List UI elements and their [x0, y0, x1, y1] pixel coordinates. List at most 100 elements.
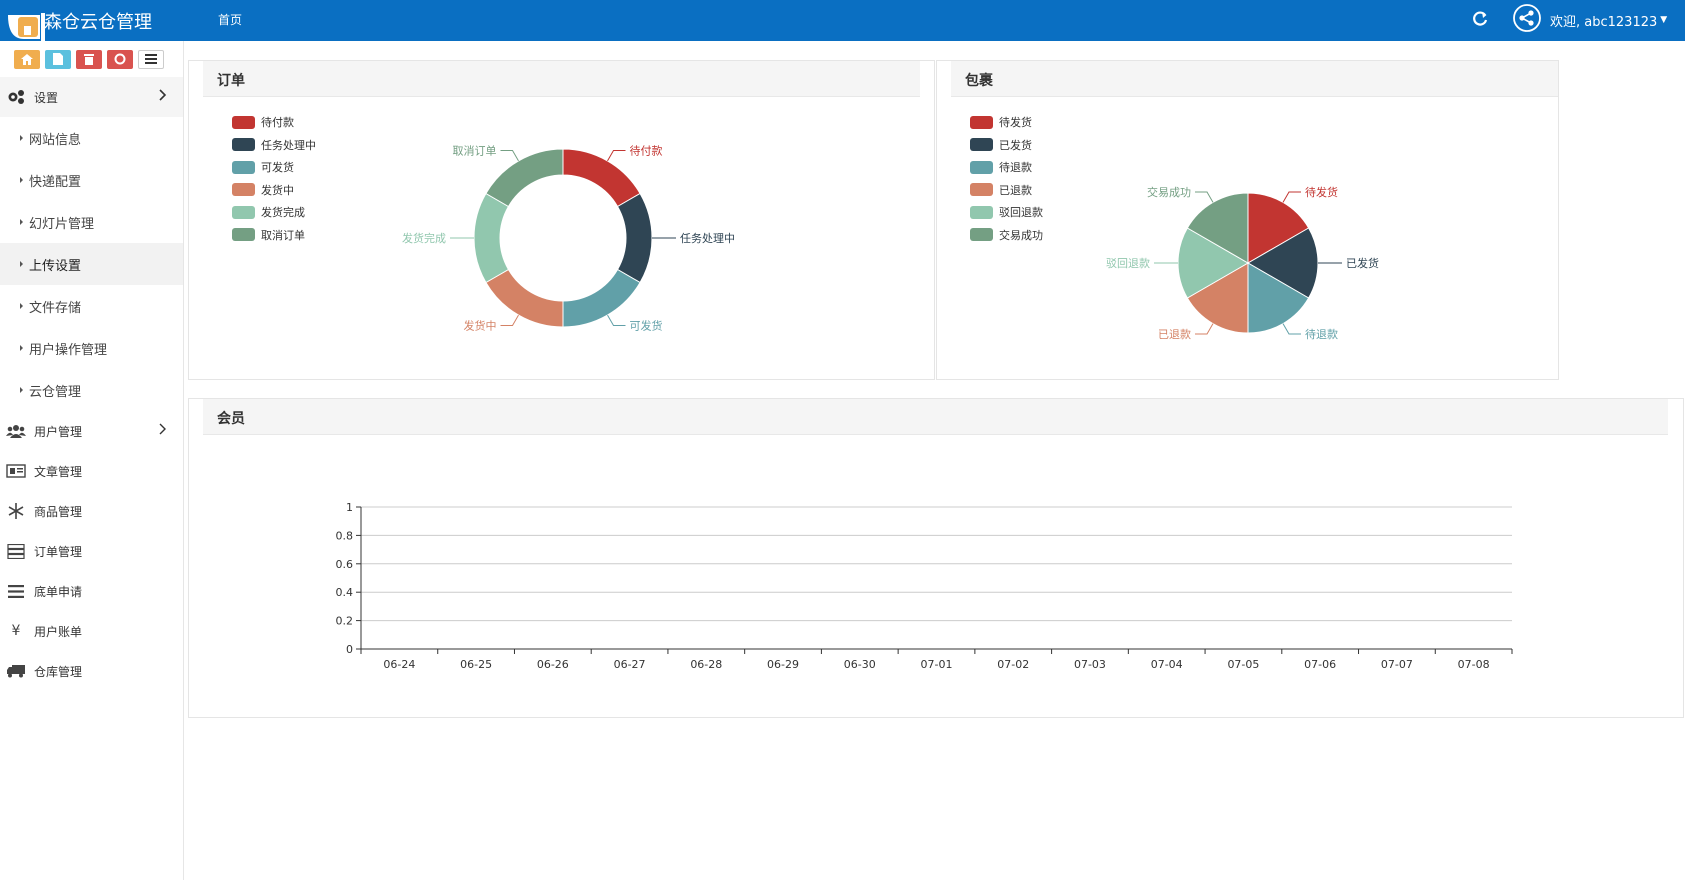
legend-item[interactable]: 已退款: [970, 179, 1043, 202]
legend-label: 交易成功: [999, 228, 1043, 242]
sidebar-subitem-site-info[interactable]: 网站信息: [0, 117, 183, 159]
packages-legend: 待发货已发货 待退款已退款驳回退款交易成功: [970, 111, 1043, 246]
caret-right-icon: [20, 261, 23, 267]
sidebar-item-settings[interactable]: 设置: [0, 77, 183, 117]
pie-slice[interactable]: [1186, 192, 1249, 264]
sidebar-item-articles[interactable]: 文章管理: [0, 451, 183, 491]
pie-label-line: [500, 150, 519, 162]
home-button[interactable]: [14, 49, 40, 69]
server-icon: [6, 543, 26, 559]
pie-label: 待付款: [630, 144, 663, 158]
legend-label: 可发货: [261, 161, 294, 175]
x-tick-label: 07-03: [1074, 658, 1106, 671]
sidebar-item-warehouse[interactable]: 仓库管理: [0, 651, 183, 691]
pie-label-line: [1195, 323, 1214, 335]
app-title: 森仓云仓管理: [44, 12, 152, 33]
pie-slice[interactable]: [1177, 227, 1250, 299]
sidebar-item-users[interactable]: 用户管理: [0, 411, 183, 451]
x-tick-label: 06-27: [614, 658, 646, 671]
recycle-icon: [114, 53, 126, 65]
pie-label: 驳回退款: [1106, 256, 1150, 270]
legend-label: 已退款: [999, 183, 1032, 197]
legend-item[interactable]: 交易成功: [970, 224, 1043, 247]
caret-right-icon: [20, 135, 23, 141]
legend-swatch: [232, 115, 255, 129]
snowflake-icon: [6, 503, 26, 519]
pie-slice[interactable]: [562, 268, 641, 328]
legend-item[interactable]: 发货完成: [232, 201, 316, 224]
packages-panel-header: 包裹: [951, 61, 1558, 97]
legend-item[interactable]: 待退款: [970, 156, 1043, 179]
sidebar-item-orders[interactable]: 订单管理: [0, 531, 183, 571]
sidebar-item-bills[interactable]: ¥ 用户账单: [0, 611, 183, 651]
sidebar-item-goods[interactable]: 商品管理: [0, 491, 183, 531]
sidebar-subitem-user-ops[interactable]: 用户操作管理: [0, 327, 183, 369]
sidebar-subitem-upload[interactable]: 上传设置: [0, 243, 183, 285]
x-tick-label: 07-04: [1151, 658, 1183, 671]
user-menu[interactable]: 欢迎, abc123123 ▼: [1512, 4, 1667, 36]
y-tick-label: 1: [346, 501, 353, 514]
pie-slice[interactable]: [616, 192, 653, 284]
sidebar-item-label: 仓库管理: [34, 664, 83, 679]
sidebar-subitem-cloud[interactable]: 云仓管理: [0, 369, 183, 411]
orders-panel: 订单 待付款 任务处理中 可发货 发货中 发货完成 取消订单 待付款 任务处理中 可发货 发货中…: [188, 60, 935, 380]
pie-label: 任务处理中: [680, 232, 735, 245]
sidebar-item-label: 用户账单: [34, 624, 83, 639]
sidebar-subitem-slides[interactable]: 幻灯片管理: [0, 201, 183, 243]
caret-right-icon: [20, 219, 23, 225]
y-tick-label: 0.4: [336, 586, 354, 599]
legend-label: 取消订单: [261, 228, 305, 242]
sidebar-subitem-storage[interactable]: 文件存储: [0, 285, 183, 327]
sidebar-subitem-label: 幻灯片管理: [29, 216, 95, 232]
legend-item[interactable]: 已发货: [970, 134, 1043, 157]
legend-swatch: [970, 205, 993, 219]
pie-slice[interactable]: [1246, 227, 1319, 299]
pie-slice[interactable]: [485, 148, 564, 208]
legend-swatch: [232, 138, 255, 152]
trash-button[interactable]: [76, 49, 102, 69]
legend-item[interactable]: 待发货: [970, 111, 1043, 134]
refresh-icon[interactable]: [1470, 9, 1490, 29]
pie-label-line: [607, 150, 626, 162]
newspaper-icon: [6, 463, 26, 479]
file-icon: [53, 53, 63, 65]
nav-home-link[interactable]: 首页: [218, 13, 243, 27]
pie-slice[interactable]: [485, 268, 564, 328]
panel-title: 包裹: [965, 73, 993, 89]
caret-right-icon: [20, 303, 23, 309]
sidebar-subitem-label: 用户操作管理: [29, 342, 108, 358]
legend-item[interactable]: 取消订单: [232, 224, 316, 247]
x-tick-label: 07-08: [1458, 658, 1490, 671]
legend-item[interactable]: 任务处理中: [232, 134, 316, 157]
pie-slice[interactable]: [1186, 262, 1249, 334]
legend-item[interactable]: 可发货: [232, 156, 316, 179]
legend-label: 发货完成: [261, 206, 305, 220]
list-icon: [145, 54, 157, 64]
pie-slice[interactable]: [562, 148, 641, 208]
home-icon: [21, 53, 33, 65]
pie-label: 待发货: [1305, 185, 1338, 199]
user-greeting: 欢迎, abc123123: [1550, 14, 1658, 30]
list-button[interactable]: [138, 49, 164, 69]
orders-legend: 待付款 任务处理中可发货发货中发货完成取消订单: [232, 111, 316, 246]
logo-icon[interactable]: [4, 9, 48, 41]
top-navbar: 森仓云仓管理 首页 欢迎, abc123123 ▼: [0, 0, 1685, 41]
legend-item[interactable]: 发货中: [232, 179, 316, 202]
x-tick-label: 06-29: [767, 658, 799, 671]
pie-slice[interactable]: [473, 192, 510, 284]
caret-right-icon: [20, 387, 23, 393]
sidebar-subitem-label: 网站信息: [29, 132, 82, 148]
pie-slice[interactable]: [1247, 262, 1310, 334]
file-button[interactable]: [45, 49, 71, 69]
sidebar-item-bottom-sheet[interactable]: 底单申请: [0, 571, 183, 611]
legend-swatch: [232, 183, 255, 197]
legend-item[interactable]: 待付款: [232, 111, 316, 134]
recycle-button[interactable]: [107, 49, 133, 69]
legend-label: 待发货: [999, 116, 1032, 130]
sidebar: 设置 网站信息 快递配置 幻灯片管理 上传设置 文件存储 用户操作管理 云仓管理…: [0, 41, 184, 880]
pie-slice[interactable]: [1247, 192, 1310, 264]
truck-icon: [6, 663, 26, 679]
legend-item[interactable]: 驳回退款: [970, 201, 1043, 224]
sidebar-subitem-express[interactable]: 快递配置: [0, 159, 183, 201]
